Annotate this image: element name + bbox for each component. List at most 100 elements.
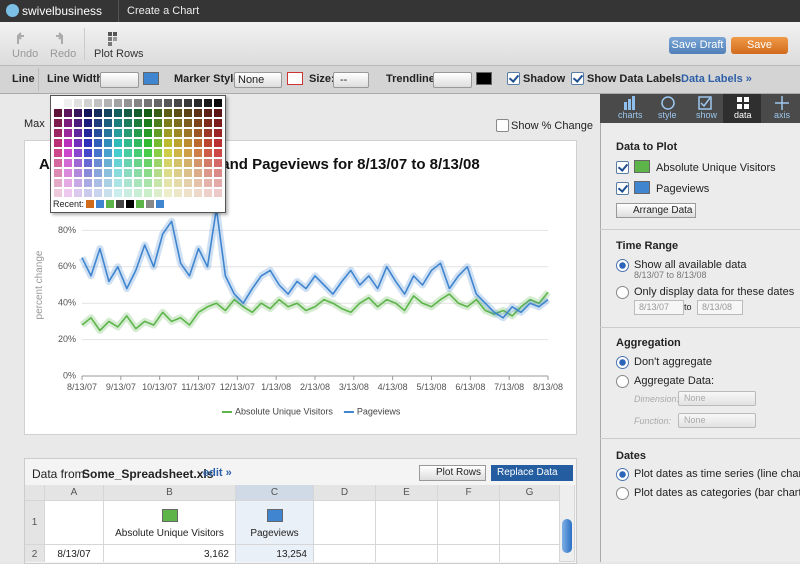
cell-text[interactable]: 2	[25, 545, 45, 562]
color-cell[interactable]	[63, 118, 73, 128]
color-cell[interactable]	[195, 199, 205, 209]
color-cell[interactable]	[103, 168, 113, 178]
color-cell[interactable]	[163, 108, 173, 118]
color-cell[interactable]	[203, 188, 213, 198]
color-cell[interactable]	[53, 178, 63, 188]
color-cell[interactable]	[123, 158, 133, 168]
color-cell[interactable]	[53, 158, 63, 168]
color-cell[interactable]	[163, 148, 173, 158]
color-cell[interactable]	[153, 98, 163, 108]
color-cell[interactable]	[153, 158, 163, 168]
color-cell[interactable]	[153, 148, 163, 158]
radio[interactable]	[616, 468, 629, 481]
color-cell[interactable]	[63, 148, 73, 158]
color-cell[interactable]	[203, 118, 213, 128]
color-cell[interactable]	[183, 118, 193, 128]
color-cell[interactable]	[163, 118, 173, 128]
color-cell[interactable]	[193, 178, 203, 188]
color-cell[interactable]	[193, 188, 203, 198]
color-cell[interactable]	[173, 108, 183, 118]
color-cell[interactable]	[213, 158, 223, 168]
series-swatch[interactable]	[634, 181, 650, 194]
color-cell[interactable]	[85, 199, 95, 209]
tab[interactable]: axis	[774, 110, 790, 120]
color-cell[interactable]	[163, 168, 173, 178]
color-cell[interactable]	[213, 168, 223, 178]
save-draft-button[interactable]: Save Draft	[669, 37, 726, 54]
color-cell[interactable]	[143, 158, 153, 168]
color-cell[interactable]	[53, 118, 63, 128]
color-cell[interactable]	[205, 199, 215, 209]
cell-text[interactable]: Absolute Unique Visitors	[104, 501, 236, 545]
color-cell[interactable]	[113, 158, 123, 168]
cell-text[interactable]: B	[104, 485, 236, 501]
color-cell[interactable]	[95, 199, 105, 209]
color-cell[interactable]	[63, 98, 73, 108]
color-cell[interactable]	[163, 98, 173, 108]
color-cell[interactable]	[83, 178, 93, 188]
color-cell[interactable]	[155, 199, 165, 209]
color-cell[interactable]	[113, 128, 123, 138]
color-cell[interactable]	[113, 178, 123, 188]
radio[interactable]	[616, 487, 629, 500]
color-cell[interactable]	[83, 148, 93, 158]
series-checkbox[interactable]	[616, 182, 629, 195]
color-cell[interactable]	[213, 128, 223, 138]
color-cell[interactable]	[103, 148, 113, 158]
color-cell[interactable]	[63, 188, 73, 198]
color-cell[interactable]	[193, 118, 203, 128]
plot-rows-button[interactable]: Plot Rows	[419, 465, 486, 481]
color-cell[interactable]	[113, 148, 123, 158]
color-cell[interactable]	[173, 178, 183, 188]
color-cell[interactable]	[153, 118, 163, 128]
color-cell[interactable]	[143, 188, 153, 198]
color-cell[interactable]	[153, 108, 163, 118]
color-cell[interactable]	[173, 98, 183, 108]
color-cell[interactable]	[203, 178, 213, 188]
color-cell[interactable]	[93, 168, 103, 178]
color-cell[interactable]	[203, 98, 213, 108]
color-cell[interactable]	[203, 128, 213, 138]
edit-link[interactable]: edit »	[203, 467, 232, 479]
cell-text[interactable]: 8/13/07	[45, 545, 104, 562]
series-checkbox[interactable]	[616, 161, 629, 174]
color-cell[interactable]	[93, 138, 103, 148]
scrollbar-thumb[interactable]	[562, 519, 572, 553]
color-cell[interactable]	[203, 108, 213, 118]
color-cell[interactable]	[123, 178, 133, 188]
color-cell[interactable]	[73, 168, 83, 178]
series-swatch[interactable]	[634, 160, 650, 173]
color-cell[interactable]	[143, 168, 153, 178]
color-cell[interactable]	[173, 148, 183, 158]
color-cell[interactable]	[153, 188, 163, 198]
color-cell[interactable]	[93, 128, 103, 138]
color-cell[interactable]	[103, 98, 113, 108]
color-cell[interactable]	[105, 199, 115, 209]
color-cell[interactable]	[133, 128, 143, 138]
color-cell[interactable]	[215, 199, 225, 209]
color-cell[interactable]	[133, 108, 143, 118]
color-cell[interactable]	[143, 128, 153, 138]
color-cell[interactable]	[163, 178, 173, 188]
color-cell[interactable]	[165, 199, 175, 209]
color-cell[interactable]	[153, 168, 163, 178]
color-cell[interactable]	[153, 128, 163, 138]
color-cell[interactable]	[133, 188, 143, 198]
color-cell[interactable]	[143, 98, 153, 108]
color-cell[interactable]	[113, 108, 123, 118]
color-cell[interactable]	[173, 128, 183, 138]
color-cell[interactable]	[83, 138, 93, 148]
color-cell[interactable]	[53, 128, 63, 138]
color-cell[interactable]	[163, 188, 173, 198]
color-cell[interactable]	[123, 148, 133, 158]
color-cell[interactable]	[63, 138, 73, 148]
cell-text[interactable]: D	[314, 485, 376, 501]
color-cell[interactable]	[53, 108, 63, 118]
tab[interactable]: data	[734, 110, 752, 120]
cell-text[interactable]: 3,162	[104, 545, 236, 562]
color-cell[interactable]	[133, 168, 143, 178]
color-cell[interactable]	[133, 148, 143, 158]
date-input[interactable]: 8/13/07	[634, 300, 684, 315]
color-cell[interactable]	[83, 118, 93, 128]
cell-text[interactable]: 13,254	[236, 545, 314, 562]
